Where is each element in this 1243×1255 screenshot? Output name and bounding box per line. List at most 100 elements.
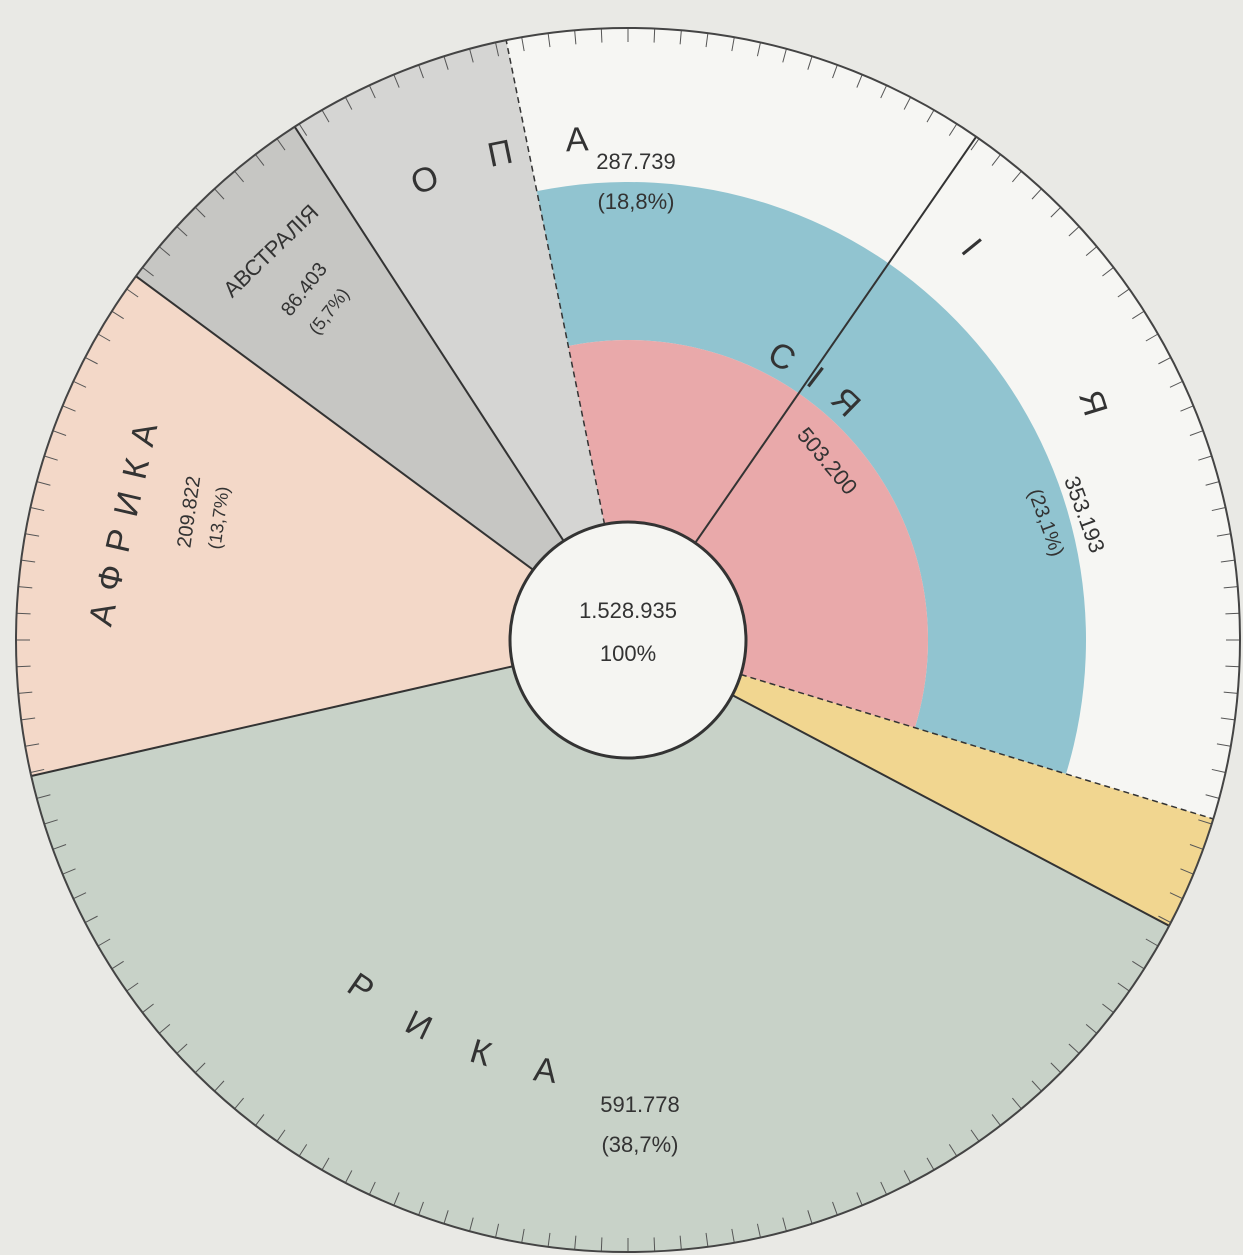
rim-tick: [25, 533, 40, 537]
rim-tick: [321, 109, 330, 123]
rim-tick: [126, 288, 139, 298]
rim-tick: [991, 154, 1001, 166]
wedge-boundary: [694, 136, 978, 544]
russia-boundary: [740, 673, 1214, 820]
rim-tick: [1012, 1097, 1022, 1110]
rim-tick: [574, 30, 577, 45]
rim-tick: [1223, 586, 1238, 589]
rim-tick: [1189, 430, 1204, 436]
wedge: [31, 640, 1170, 1253]
rim-tick: [1117, 982, 1130, 992]
rim-tick: [18, 691, 33, 694]
rim-tick: [255, 154, 265, 166]
rim-tick: [547, 33, 551, 48]
rim-tick: [653, 1237, 656, 1252]
rim-tick: [21, 559, 36, 563]
rim-tick: [1225, 665, 1240, 668]
rim-tick: [1050, 1062, 1062, 1074]
rim-tick: [991, 1114, 1001, 1126]
rim-tick: [679, 1235, 682, 1250]
rim-tick: [856, 1192, 863, 1206]
rim-tick: [600, 1237, 603, 1252]
rim-tick: [344, 1170, 353, 1184]
rim-tick: [368, 85, 376, 99]
rim-tick: [30, 507, 45, 512]
rim-tick: [970, 138, 980, 151]
rim-tick: [1220, 717, 1235, 721]
rim-tick: [1085, 246, 1098, 256]
rim-tick: [176, 1043, 188, 1054]
rim-tick: [1158, 356, 1172, 365]
rim-tick: [214, 1080, 225, 1092]
rim-tick: [1132, 310, 1145, 320]
rim-tick: [970, 1129, 980, 1142]
rim-tick: [653, 28, 656, 43]
rim-tick: [1031, 1080, 1042, 1092]
value-label: 591.778: [600, 1092, 680, 1117]
rim-tick: [756, 1223, 761, 1238]
rim-tick: [807, 1210, 813, 1224]
rim-tick: [926, 1157, 935, 1171]
rim-tick: [30, 768, 45, 773]
rim-tick: [73, 892, 87, 900]
rim-tick: [44, 455, 58, 461]
rim-tick: [1205, 481, 1220, 486]
rim-tick: [1145, 938, 1159, 947]
rim-tick: [903, 96, 912, 110]
rim-tick: [832, 1201, 838, 1216]
rim-tick: [782, 48, 787, 63]
rim-tick: [1189, 844, 1204, 850]
rim-tick: [52, 844, 67, 850]
rim-tick: [1169, 380, 1183, 388]
rim-tick: [1102, 1003, 1114, 1013]
rim-tick: [84, 356, 98, 365]
rim-tick: [158, 1024, 171, 1034]
rim-tick: [782, 1217, 787, 1232]
rim-tick: [1198, 819, 1212, 825]
rim-tick: [469, 1217, 474, 1232]
rim-tick: [948, 1144, 958, 1157]
rim-tick: [142, 1003, 154, 1013]
outer-rim: [15, 27, 1241, 1253]
rim-tick: [948, 123, 958, 136]
rim-tick: [1117, 288, 1130, 298]
total-label: 1.528.935: [579, 598, 677, 623]
rim-tick: [1223, 691, 1238, 694]
rim-tick: [832, 64, 838, 79]
rim-tick: [1085, 1024, 1098, 1034]
rim-tick: [1211, 507, 1226, 512]
rim-tick: [97, 333, 111, 342]
rim-tick: [469, 48, 474, 63]
rim-tick: [1068, 1043, 1080, 1054]
rim-tick: [1220, 559, 1235, 563]
rim-tick: [1031, 188, 1042, 200]
rim-tick: [176, 226, 188, 237]
rim-tick: [194, 206, 206, 218]
wedge-boundary: [31, 665, 514, 777]
wedge: [135, 126, 628, 640]
rim-tick: [194, 1062, 206, 1074]
russia-boundary: [505, 40, 606, 525]
rim-tick: [1012, 170, 1022, 183]
rim-tick: [521, 1228, 525, 1243]
rim-tick: [52, 430, 67, 436]
rim-tick: [705, 33, 709, 48]
rim-tick: [1198, 455, 1212, 461]
russia-ring: [536, 182, 1086, 774]
rim-tick: [521, 37, 525, 52]
rim-tick: [1158, 915, 1172, 924]
rim-tick: [276, 138, 286, 151]
rim-tick: [880, 1181, 888, 1195]
rim-tick: [84, 915, 98, 924]
rim-tick: [36, 481, 51, 486]
rim-tick: [856, 74, 863, 88]
rim-tick: [255, 1114, 265, 1126]
rim-tick: [111, 960, 124, 970]
wedge-boundary: [731, 694, 1170, 927]
rim-tick: [418, 1201, 424, 1216]
rim-tick: [234, 170, 244, 183]
rim-tick: [18, 586, 33, 589]
rim-tick: [62, 405, 76, 412]
